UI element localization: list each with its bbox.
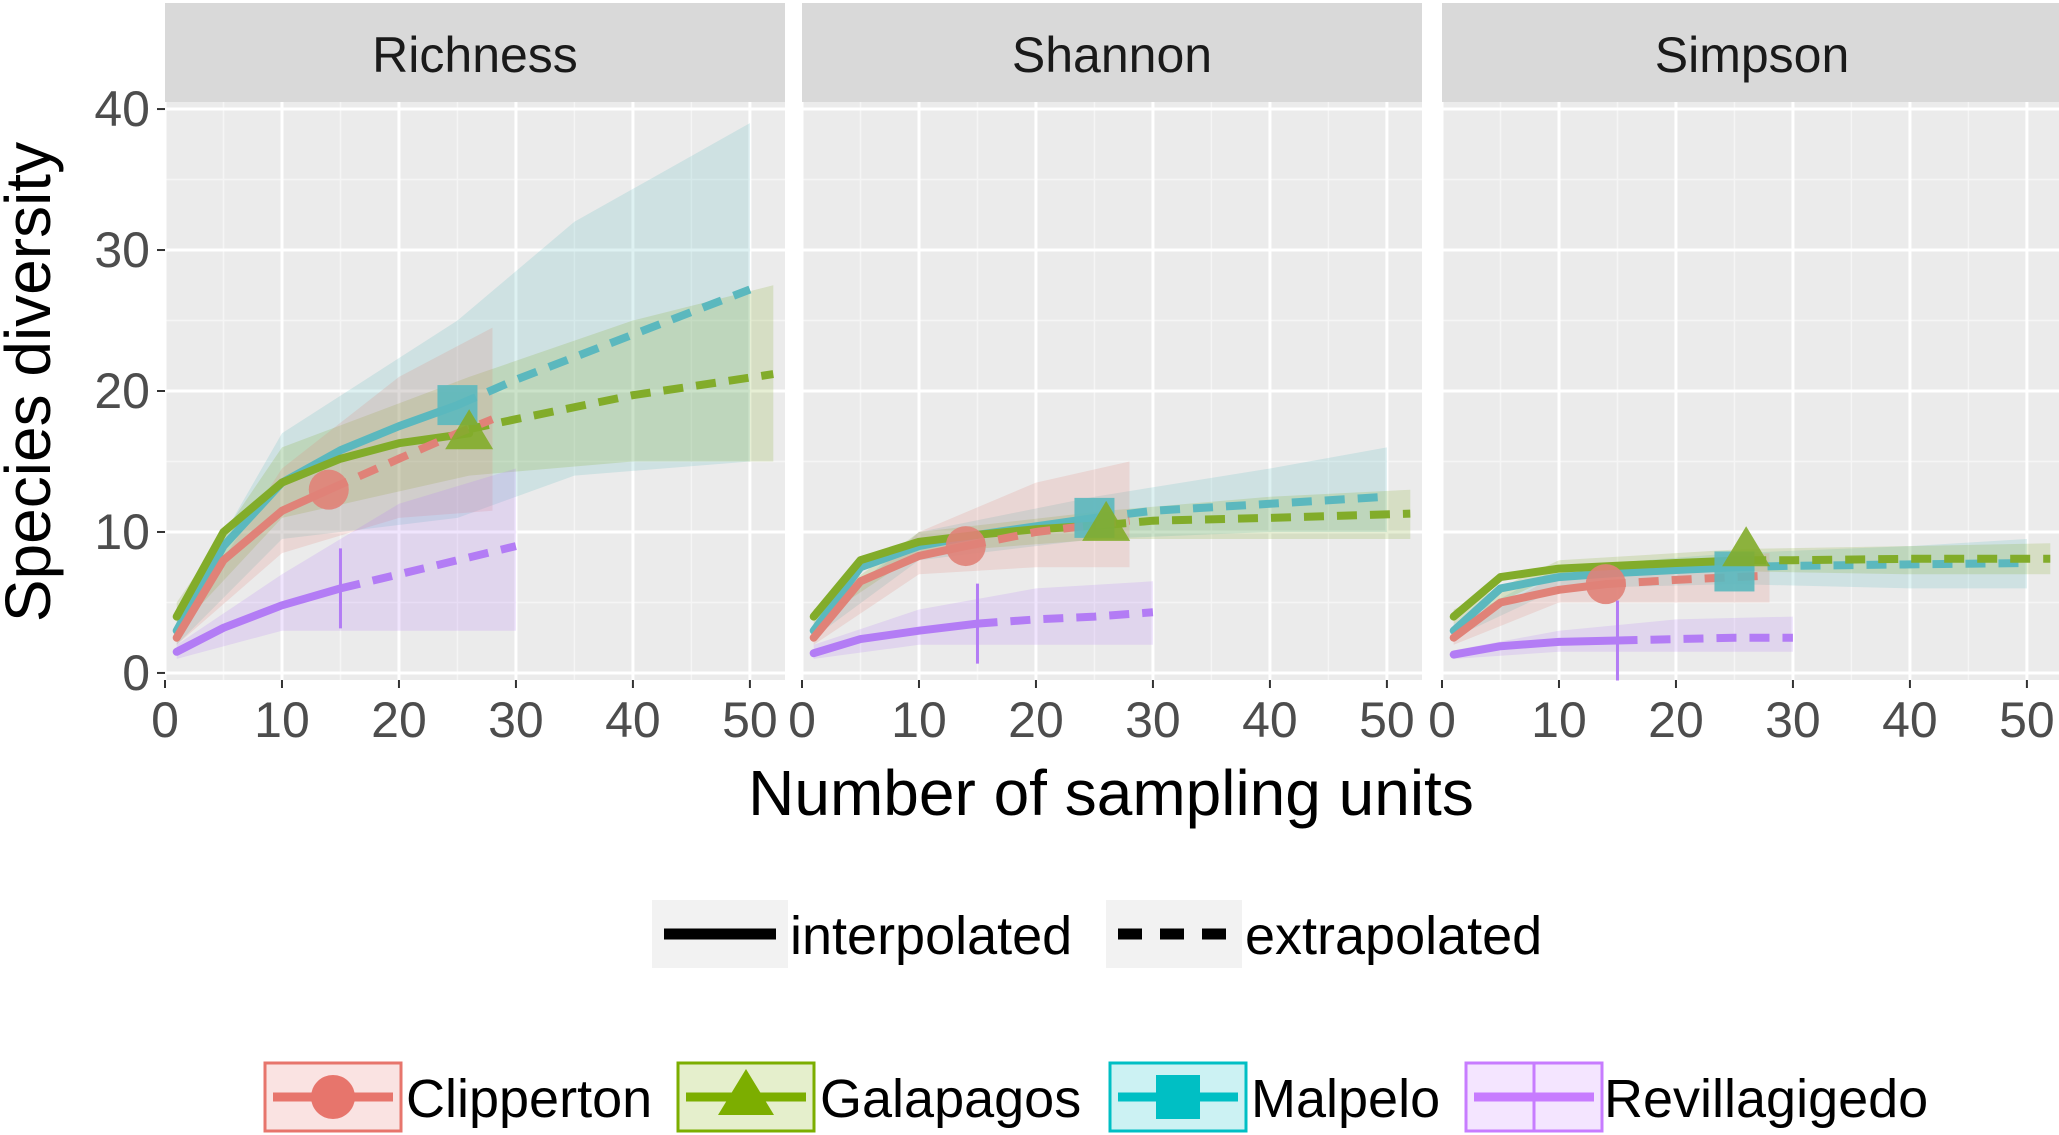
legend-label: Malpelo <box>1251 1069 1440 1129</box>
legend-item-extrapolated: extrapolated <box>1106 900 1542 968</box>
interpolated-line-revillagigedo <box>1449 636 1622 659</box>
confidence-band-galapagos <box>813 489 1411 624</box>
x-tick-label: 0 <box>151 692 179 748</box>
legend-key-marker <box>311 1075 355 1119</box>
method-legend: interpolated extrapolated <box>652 900 1542 968</box>
x-tick-label: 40 <box>1242 692 1298 748</box>
observed-point-clipperton <box>945 526 986 567</box>
facet-richness: Richness 0 10 20 30 40 50 <box>151 3 785 748</box>
x-tick-label: 30 <box>1125 692 1181 748</box>
legend-item-malpelo: Malpelo <box>1108 1061 1440 1133</box>
interpolated-line-clipperton <box>1449 580 1610 642</box>
facet-simpson: Simpson 0 10 20 30 40 50 <box>1428 3 2059 748</box>
y-tick-label: 10 <box>94 504 150 560</box>
y-tick-label: 20 <box>94 363 150 419</box>
observed-point-clipperton <box>1585 564 1626 605</box>
interpolated-line-galapagos <box>172 429 474 621</box>
legend-item-interpolated: interpolated <box>652 900 1072 968</box>
x-tick-label: 10 <box>254 692 310 748</box>
confidence-band-malpelo <box>176 123 750 645</box>
legend-label: interpolated <box>790 906 1072 966</box>
extrapolated-line-malpelo <box>1094 492 1388 522</box>
observed-point-galapagos <box>445 409 494 450</box>
x-tick-label: 30 <box>1765 692 1821 748</box>
observed-point-galapagos <box>1722 526 1771 567</box>
interpolated-line-clipperton <box>172 485 333 642</box>
y-tick-label: 0 <box>122 645 150 701</box>
legend-label: Galapagos <box>820 1069 1081 1129</box>
facet-strip <box>1442 3 2059 102</box>
extrapolated-line-revillagigedo <box>339 542 517 593</box>
observed-point-galapagos <box>1082 500 1131 541</box>
legend-key-marker <box>718 1069 774 1115</box>
x-tick-label: 20 <box>371 692 427 748</box>
facet-shannon: Shannon 0 10 20 30 40 50 <box>788 3 1422 748</box>
interpolated-line-clipperton <box>809 542 970 642</box>
x-tick-label: 40 <box>1882 692 1938 748</box>
x-tick-label: 20 <box>1648 692 1704 748</box>
extrapolated-line-revillagigedo <box>1617 633 1793 645</box>
y-tick-label: 40 <box>94 81 150 137</box>
x-tick-label: 50 <box>1359 692 1415 748</box>
x-tick-label: 30 <box>488 692 544 748</box>
facet-title: Shannon <box>1012 27 1212 83</box>
legend-item-clipperton: Clipperton <box>263 1061 652 1133</box>
facet-title: Simpson <box>1655 27 1850 83</box>
x-tick-label: 40 <box>605 692 661 748</box>
legend-key-marker <box>1156 1075 1200 1119</box>
observed-point-clipperton <box>308 469 349 510</box>
extrapolated-line-galapagos <box>468 370 774 434</box>
extrapolated-line-malpelo <box>1734 559 2027 572</box>
facet-strip <box>165 3 785 102</box>
x-tick-label: 0 <box>788 692 816 748</box>
extrapolated-line-galapagos <box>1746 554 2051 565</box>
x-tick-label: 0 <box>1428 692 1456 748</box>
site-legend: Clipperton Galapagos Malpelo Revillagigedo <box>263 1061 1928 1133</box>
x-tick-label: 10 <box>891 692 947 748</box>
x-tick-label: 50 <box>722 692 778 748</box>
facet-title: Richness <box>372 27 578 83</box>
x-tick-label: 50 <box>1999 692 2055 748</box>
confidence-band-galapagos <box>176 285 774 631</box>
x-tick-label: 20 <box>1008 692 1064 748</box>
extrapolated-line-galapagos <box>1105 509 1411 529</box>
legend-item-galapagos: Galapagos <box>676 1061 1081 1133</box>
interpolated-line-revillagigedo <box>809 619 982 658</box>
extrapolated-line-revillagigedo <box>977 608 1154 628</box>
interpolated-line-galapagos <box>1449 556 1751 621</box>
x-axis-title: Number of sampling units <box>748 757 1474 829</box>
facet-strip <box>802 3 1422 102</box>
legend-item-revillagigedo: Revillagigedo <box>1464 1061 1928 1133</box>
x-tick-label: 10 <box>1531 692 1587 748</box>
extrapolated-line-clipperton <box>327 415 494 494</box>
legend-label: Clipperton <box>406 1069 652 1129</box>
interpolated-line-revillagigedo <box>172 584 345 656</box>
legend-label: Revillagigedo <box>1604 1069 1928 1129</box>
y-tick-label: 30 <box>94 222 150 278</box>
legend-label: extrapolated <box>1245 906 1542 966</box>
confidence-band-malpelo <box>813 447 1387 638</box>
y-axis-title: Species diversity <box>0 142 64 622</box>
y-axis: 0 10 20 30 40 <box>94 81 165 701</box>
